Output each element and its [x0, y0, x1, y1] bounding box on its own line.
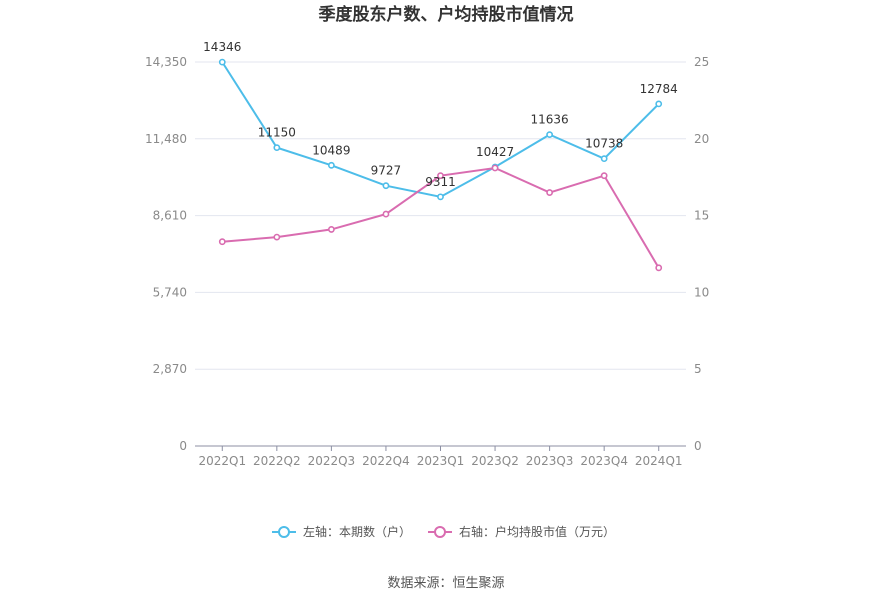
right-tick-label: 0: [694, 439, 702, 453]
series-1-point: [546, 131, 554, 139]
series-2-point: [273, 233, 281, 241]
series-2-point: [218, 238, 226, 246]
x-tick-label: 2022Q1: [198, 454, 246, 468]
right-tick-label: 10: [694, 285, 709, 299]
left-tick-label: 5,740: [153, 285, 187, 299]
series-1-point: [655, 100, 663, 108]
right-tick-label: 5: [694, 362, 702, 376]
legend-label-2: 右轴：户均持股市值（万元）: [459, 524, 615, 539]
series-2-point: [491, 164, 499, 172]
left-tick-label: 8,610: [153, 209, 187, 223]
series-1-point: [382, 182, 390, 190]
series-1-point: [327, 161, 335, 169]
data-label: 11636: [531, 113, 569, 127]
series-2-point: [546, 189, 554, 196]
x-tick-label: 2022Q4: [362, 454, 410, 468]
x-tick-label: 2023Q3: [526, 454, 574, 468]
left-tick-label: 0: [179, 439, 187, 453]
series-2-point: [655, 264, 663, 272]
x-tick-label: 2023Q1: [417, 454, 465, 468]
grid: [195, 61, 686, 370]
series-1-point: [218, 58, 226, 66]
data-label: 10738: [585, 137, 623, 151]
series-1-point: [437, 193, 444, 201]
data-label: 10489: [312, 143, 350, 157]
series-2-point: [437, 172, 444, 180]
legend-label-1: 左轴：本期数（户）: [303, 524, 411, 539]
left-tick-label: 2,870: [153, 362, 187, 376]
data-labels: 14346 11150 10489 9727 9311 10427 11636 10738 12…: [203, 40, 678, 189]
legend-marker-1: [278, 526, 290, 538]
series-2-point: [382, 210, 390, 218]
x-tick-label: 2022Q2: [253, 454, 301, 468]
series-1-point: [273, 144, 281, 152]
chart-title: 季度股东户数、户均持股市值情况: [319, 4, 574, 25]
right-tick-label: 25: [694, 55, 709, 69]
data-label: 9727: [371, 164, 402, 178]
data-label: 9311: [425, 175, 456, 189]
legend[interactable]: 左轴：本期数（户） 右轴：户均持股市值（万元）: [272, 524, 615, 539]
left-tick-label: 14,350: [145, 55, 187, 69]
x-tick-label: 2022Q3: [308, 454, 356, 468]
legend-marker-2: [434, 526, 446, 538]
axes: 0 0 2,870 5 5,740 10 8,610 15 11,480 20 14,350 25 20…: [145, 55, 709, 468]
series-2-point: [600, 172, 608, 180]
series-layer: [218, 58, 663, 272]
data-label: 14346: [203, 40, 241, 54]
x-tick-label: 2024Q1: [635, 454, 683, 468]
right-tick-label: 15: [694, 209, 709, 223]
left-tick-label: 11,480: [145, 132, 187, 146]
data-label: 11150: [258, 126, 296, 140]
right-tick-label: 20: [694, 132, 709, 146]
x-tick-label: 2023Q4: [580, 454, 628, 468]
series-1-point: [600, 155, 608, 163]
data-label: 12784: [640, 82, 678, 96]
source-note: 数据来源：恒生聚源: [387, 576, 504, 591]
series-2-point: [327, 226, 335, 233]
x-tick-label: 2023Q2: [471, 454, 519, 468]
data-label: 10427: [476, 145, 514, 159]
